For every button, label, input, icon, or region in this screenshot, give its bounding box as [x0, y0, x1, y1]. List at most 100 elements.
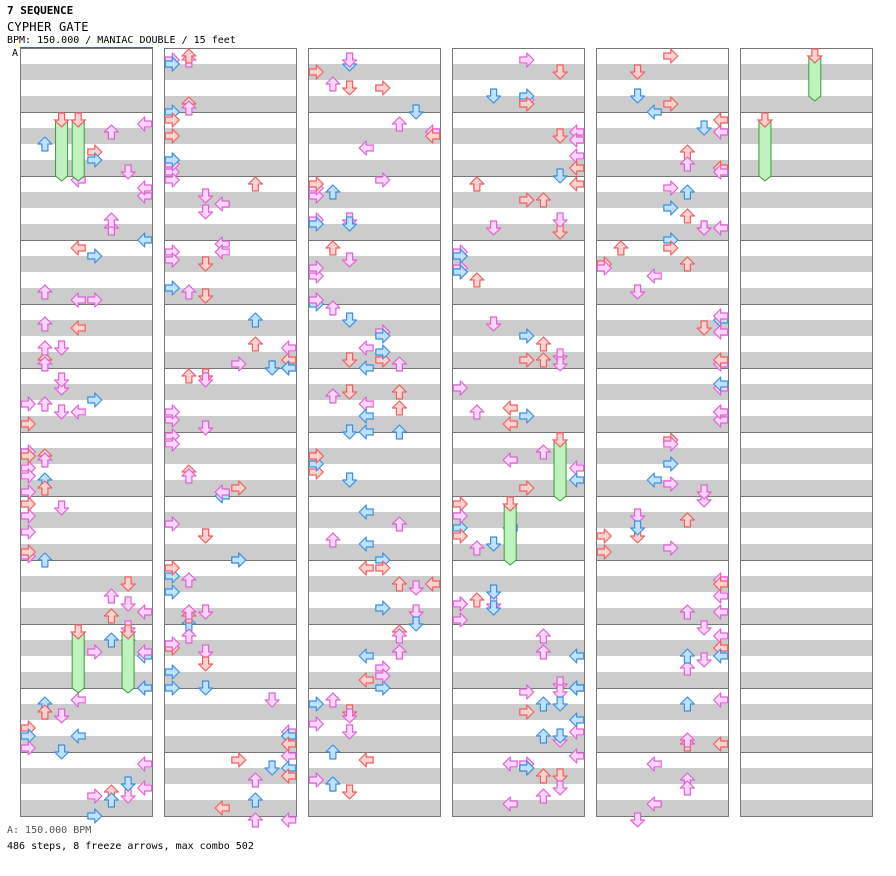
step-arrow	[358, 536, 374, 552]
beat-stripe	[20, 672, 153, 688]
step-arrow	[264, 692, 280, 708]
step-arrow	[137, 680, 153, 696]
step-arrow	[20, 396, 36, 412]
step-arrow	[425, 576, 441, 592]
beat-stripe	[308, 768, 441, 784]
beat-stripe	[308, 192, 441, 208]
step-arrow	[198, 372, 214, 388]
beat-stripe	[308, 224, 441, 240]
step-arrow	[198, 644, 214, 660]
step-arrow	[596, 260, 612, 276]
step-arrow	[375, 328, 391, 344]
beat-stripe	[596, 288, 729, 304]
step-arrow	[358, 648, 374, 664]
step-arrow	[198, 680, 214, 696]
beat-stripe	[740, 288, 873, 304]
step-arrow	[358, 408, 374, 424]
beat-stripe	[452, 128, 585, 144]
step-arrow	[87, 808, 103, 824]
beat-stripe	[20, 416, 153, 432]
step-arrow	[53, 744, 70, 760]
step-arrow	[87, 248, 103, 264]
step-arrow	[552, 212, 568, 228]
step-arrow	[231, 356, 247, 372]
beat-stripe	[164, 704, 297, 720]
step-arrow	[358, 504, 374, 520]
step-arrow	[663, 456, 679, 472]
step-arrow	[198, 288, 214, 304]
beat-stripe	[164, 672, 297, 688]
step-arrow	[535, 696, 552, 712]
step-arrow	[164, 404, 180, 420]
step-arrow	[519, 52, 535, 68]
step-arrow	[308, 448, 324, 464]
step-arrow	[713, 376, 729, 392]
step-arrow	[679, 184, 696, 200]
step-arrow	[308, 64, 324, 80]
step-arrow	[198, 528, 214, 544]
beat-stripe	[308, 320, 441, 336]
beat-stripe	[164, 192, 297, 208]
step-arrow	[37, 480, 53, 496]
step-arrow	[569, 160, 585, 176]
step-arrow	[469, 592, 485, 608]
sequence-label: 7 SEQUENCE	[7, 4, 74, 17]
beat-stripe	[596, 128, 729, 144]
step-arrow	[519, 408, 535, 424]
beat-stripe	[596, 704, 729, 720]
step-arrow	[535, 728, 552, 744]
beat-stripe	[452, 96, 585, 112]
beat-stripe	[452, 800, 585, 816]
beat-stripe	[740, 608, 873, 624]
column-border	[164, 48, 297, 817]
beat-stripe	[740, 448, 873, 464]
step-arrow	[20, 740, 36, 756]
step-arrow	[308, 176, 324, 192]
step-arrow	[198, 420, 214, 436]
step-arrow	[164, 664, 180, 680]
step-arrow	[308, 292, 324, 308]
beat-stripe	[20, 352, 153, 368]
beat-stripe	[164, 544, 297, 560]
step-arrow	[164, 636, 180, 652]
bpm-marker: A	[12, 48, 19, 59]
step-arrow	[519, 684, 535, 700]
step-arrow	[713, 692, 729, 708]
step-arrow	[679, 512, 696, 528]
step-arrow	[486, 88, 502, 104]
step-arrow	[502, 796, 518, 812]
step-arrow	[358, 340, 374, 356]
step-arrow	[696, 220, 712, 236]
beat-stripe	[308, 64, 441, 80]
beat-stripe	[596, 448, 729, 464]
chart-column	[452, 48, 585, 817]
beat-stripe	[452, 224, 585, 240]
beat-stripe	[308, 800, 441, 816]
freeze-head-arrow	[119, 624, 137, 640]
step-arrow	[502, 400, 518, 416]
beat-stripe	[20, 64, 153, 80]
beat-stripe	[164, 96, 297, 112]
step-arrow	[53, 708, 70, 724]
beat-stripe	[20, 320, 153, 336]
beat-stripe	[164, 224, 297, 240]
beat-stripe	[596, 192, 729, 208]
step-arrow	[342, 216, 358, 232]
step-arrow	[629, 508, 646, 524]
step-arrow	[663, 240, 679, 256]
freeze-head-arrow	[69, 112, 87, 128]
step-arrow	[37, 396, 53, 412]
step-arrow	[569, 648, 585, 664]
beat-stripe	[740, 224, 873, 240]
step-arrow	[53, 372, 70, 388]
step-arrow	[214, 196, 230, 212]
step-arrow	[358, 360, 374, 376]
step-arrow	[408, 604, 424, 620]
step-arrow	[70, 240, 86, 256]
step-arrow	[164, 280, 180, 296]
step-arrow	[325, 240, 341, 256]
step-arrow	[596, 528, 612, 544]
step-arrow	[325, 300, 341, 316]
step-arrow	[358, 752, 374, 768]
beat-stripe	[740, 544, 873, 560]
